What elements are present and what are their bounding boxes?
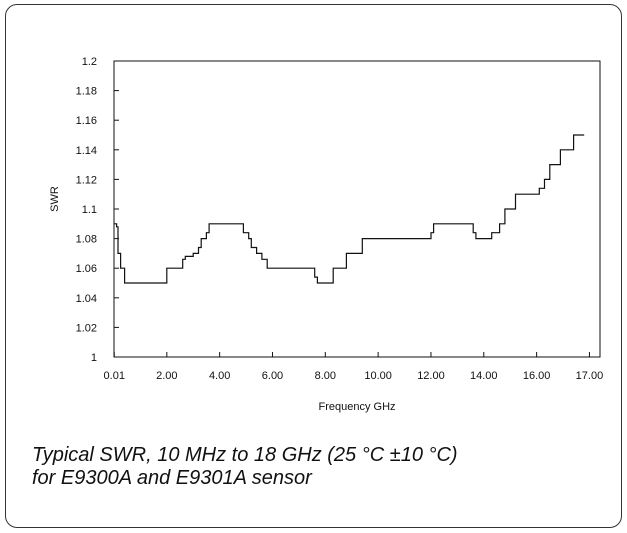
caption-line-1: Typical SWR, 10 MHz to 18 GHz (25 °C ±10… [32,444,458,466]
x-tick-label: 0.01 [104,370,125,382]
x-tick-label: 12.00 [417,370,445,382]
y-tick-label: 1.14 [76,145,97,157]
x-tick-label: 10.00 [364,370,392,382]
caption-line-2: for E9300A and E9301A sensor [32,467,312,489]
x-tick-label: 2.00 [156,370,177,382]
plot-area [113,60,601,358]
x-tick-label: 17.00 [576,370,604,382]
x-axis-label: Frequency GHz [318,401,395,413]
y-axis-label: SWR [49,186,61,212]
series-layer [114,134,585,284]
y-tick-label: 1.16 [76,115,97,127]
figure-caption: Typical SWR, 10 MHz to 18 GHz (25 °C ±10… [32,444,592,490]
figure-frame [5,4,622,528]
x-tick-label: 6.00 [262,370,283,382]
y-tick-label: 1.08 [76,234,97,246]
y-tick-label: 1.18 [76,86,97,98]
y-tick-label: 1.1 [82,204,97,216]
swr-chart: 11.021.041.061.081.11.121.141.161.181.2 … [49,56,604,413]
x-axis-ticks: 0.01 2.00 4.00 6.00 8.00 10.00 12.00 14.00 16.00… [104,352,604,382]
x-tick-label: 14.00 [470,370,498,382]
y-tick-label: 1.04 [76,293,97,305]
x-tick-label: 4.00 [209,370,230,382]
x-tick-label: 8.00 [315,370,336,382]
x-tick-label: 16.00 [523,370,551,382]
y-axis-ticks: 1 1.02 1.04 1.06 1.08 1.1 1.12 1.14 1.16 1.18 1.2 [76,56,119,364]
y-tick-label: 1.06 [76,263,97,275]
y-tick-label: 1.2 [82,56,97,68]
y-tick-label: 1.02 [76,322,97,334]
y-tick-label: 1.12 [76,174,97,186]
y-tick-label: 1 [91,352,97,364]
swr-series-line [114,134,585,284]
